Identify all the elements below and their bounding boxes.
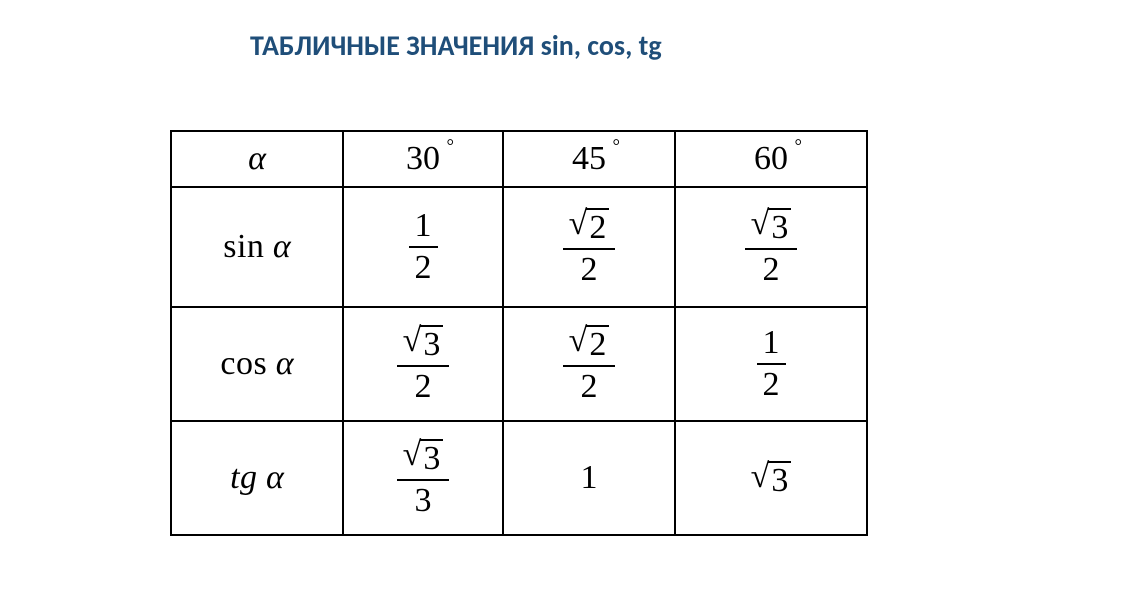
square-root: √2 <box>569 325 610 362</box>
fraction: √2 2 <box>563 208 616 287</box>
header-angle-45: 45 ° <box>503 131 675 187</box>
cell-tg-60: √3 <box>675 421 867 535</box>
cell-cos-45: √2 2 <box>503 307 675 421</box>
plain-value: 1 <box>581 459 598 496</box>
angle-number: 30 <box>406 140 440 177</box>
page-title: ТАБЛИЧНЫЕ ЗНАЧЕНИЯ sin, cos, tg <box>250 28 662 63</box>
cell-cos-30: √3 2 <box>343 307 503 421</box>
numerator: √3 <box>397 325 450 367</box>
radical-icon: √ <box>569 207 588 241</box>
fraction: 1 2 <box>409 209 438 285</box>
radicand: 3 <box>768 208 791 245</box>
fraction: √3 2 <box>397 325 450 404</box>
radical-icon: √ <box>751 207 770 241</box>
function-name: sin <box>223 228 264 265</box>
radicand: 3 <box>420 439 443 476</box>
table-header-row: α 30 ° 45 ° 60 ° <box>171 131 867 187</box>
row-label-cos: cos α <box>171 307 343 421</box>
cell-sin-45: √2 2 <box>503 187 675 307</box>
alpha-symbol: α <box>266 459 284 496</box>
header-alpha-cell: α <box>171 131 343 187</box>
table-row-cos: cos α √3 2 <box>171 307 867 421</box>
cell-tg-45: 1 <box>503 421 675 535</box>
angle-number: 60 <box>754 140 788 177</box>
angle-value: 30° <box>406 142 440 176</box>
function-name: tg <box>230 459 257 496</box>
function-name: cos <box>220 345 267 382</box>
fraction: √2 2 <box>563 325 616 404</box>
denominator: 2 <box>745 250 798 287</box>
cell-cos-60: 1 2 <box>675 307 867 421</box>
radical-icon: √ <box>403 324 422 358</box>
radicand: 2 <box>586 325 609 362</box>
radical-icon: √ <box>403 438 422 472</box>
page: ТАБЛИЧНЫЕ ЗНАЧЕНИЯ sin, cos, tg α 30 ° 45… <box>0 0 1134 602</box>
square-root: √2 <box>569 208 610 245</box>
table-row-sin: sin α 1 2 √2 2 <box>171 187 867 307</box>
numerator: 1 <box>409 209 438 248</box>
fraction: 1 2 <box>757 326 786 402</box>
fraction: √3 3 <box>397 439 450 518</box>
radicand: 3 <box>768 461 791 498</box>
denominator: 2 <box>397 367 450 404</box>
radicand: 2 <box>586 208 609 245</box>
angle-number: 45 <box>572 140 606 177</box>
denominator: 2 <box>757 365 786 402</box>
table-row-tg: tg α √3 3 1 <box>171 421 867 535</box>
degree-symbol: ° <box>613 138 620 157</box>
alpha-symbol: α <box>248 140 266 177</box>
row-label-sin: sin α <box>171 187 343 307</box>
header-angle-30: 30 ° <box>343 131 503 187</box>
cell-tg-30: √3 3 <box>343 421 503 535</box>
square-root: √3 <box>751 461 792 498</box>
row-label-tg: tg α <box>171 421 343 535</box>
radical-icon: √ <box>569 324 588 358</box>
cell-sin-30: 1 2 <box>343 187 503 307</box>
square-root: √3 <box>751 208 792 245</box>
alpha-symbol: α <box>276 345 294 382</box>
numerator: √2 <box>563 208 616 250</box>
denominator: 2 <box>563 250 616 287</box>
radicand: 3 <box>420 325 443 362</box>
trig-table: α 30 ° 45 ° 60 ° <box>170 130 868 536</box>
degree-symbol: ° <box>447 138 454 157</box>
square-root: √3 <box>403 439 444 476</box>
denominator: 3 <box>397 481 450 518</box>
denominator: 2 <box>563 367 616 404</box>
denominator: 2 <box>409 248 438 285</box>
angle-value: 60° <box>754 142 788 176</box>
square-root: √3 <box>403 325 444 362</box>
header-angle-60: 60 ° <box>675 131 867 187</box>
numerator: √2 <box>563 325 616 367</box>
fraction: √3 2 <box>745 208 798 287</box>
degree-symbol: ° <box>795 138 802 157</box>
angle-value: 45° <box>572 142 606 176</box>
alpha-symbol: α <box>273 228 291 265</box>
cell-sin-60: √3 2 <box>675 187 867 307</box>
numerator: 1 <box>757 326 786 365</box>
trig-table-container: α 30 ° 45 ° 60 ° <box>170 130 868 536</box>
numerator: √3 <box>745 208 798 250</box>
radical-icon: √ <box>751 460 770 494</box>
numerator: √3 <box>397 439 450 481</box>
